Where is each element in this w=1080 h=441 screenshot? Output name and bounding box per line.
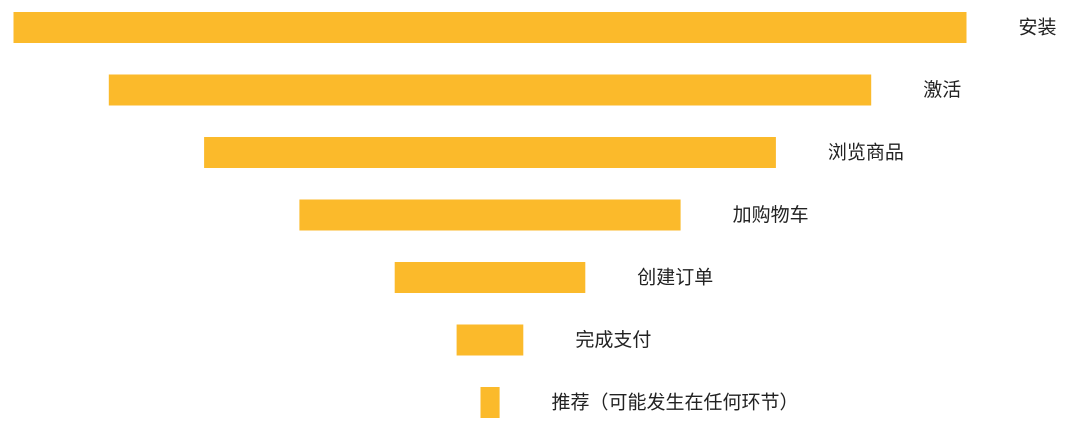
funnel-bar bbox=[480, 387, 500, 418]
funnel-bar bbox=[456, 324, 524, 356]
funnel-stage-label: 安装 bbox=[1019, 17, 1057, 39]
funnel-bar bbox=[394, 262, 586, 293]
funnel-bar bbox=[108, 74, 872, 106]
funnel-bar bbox=[13, 12, 967, 43]
funnel-stage-label: 浏览商品 bbox=[828, 142, 904, 164]
funnel-stage-label: 完成支付 bbox=[575, 329, 651, 351]
funnel-stage-label: 加购物车 bbox=[733, 204, 809, 226]
funnel-bar bbox=[204, 137, 776, 168]
funnel-stage-label: 创建订单 bbox=[637, 267, 713, 289]
funnel-stage-label: 激活 bbox=[923, 79, 961, 101]
funnel-stage-label: 推荐（可能发生在任何环节） bbox=[552, 392, 799, 414]
funnel-bar bbox=[299, 199, 681, 231]
